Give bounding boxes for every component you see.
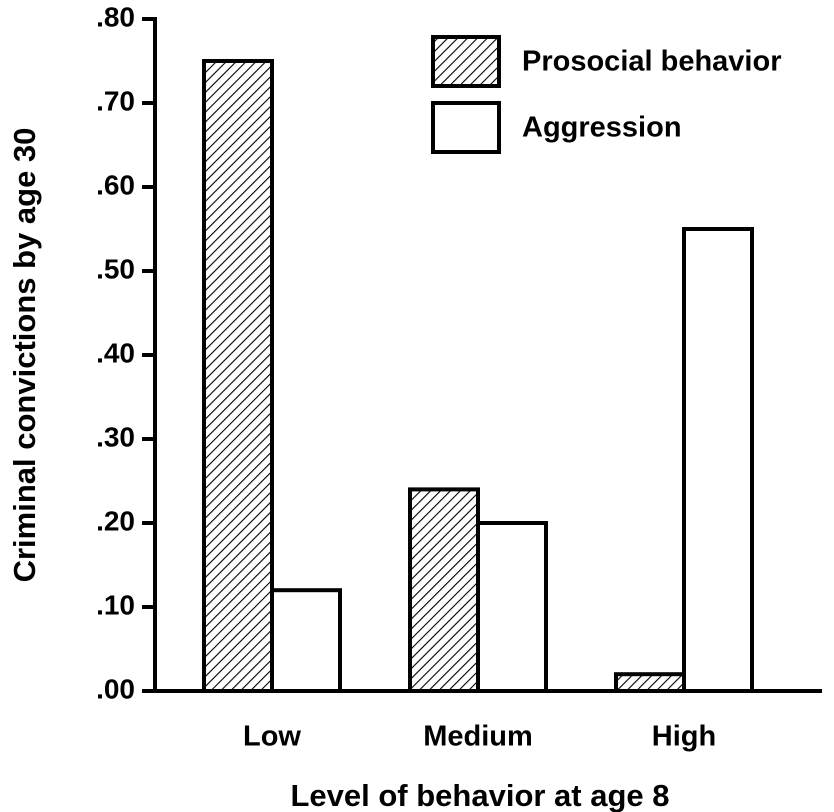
bar bbox=[476, 521, 548, 693]
legend-swatch bbox=[431, 35, 501, 88]
x-axis-label: Level of behavior at age 8 bbox=[290, 778, 669, 812]
y-tick-label: .70 bbox=[96, 85, 135, 116]
y-tick-label: .30 bbox=[96, 421, 135, 452]
y-tick-label: .00 bbox=[96, 673, 135, 704]
y-tick-label: .50 bbox=[96, 253, 135, 284]
x-tick-label: Medium bbox=[423, 721, 533, 753]
x-tick-label: Low bbox=[243, 721, 301, 753]
y-tick-label: .60 bbox=[96, 169, 135, 200]
x-tick-label: High bbox=[652, 721, 716, 753]
y-tick-label: .40 bbox=[96, 337, 135, 368]
bar bbox=[408, 487, 480, 693]
bar bbox=[614, 672, 686, 694]
bar bbox=[682, 227, 754, 693]
legend-swatch bbox=[431, 101, 501, 154]
bar bbox=[202, 59, 274, 693]
y-axis-label: Criminal convictions by age 30 bbox=[7, 128, 42, 583]
y-tick-label: .20 bbox=[96, 505, 135, 536]
y-tick-label: .80 bbox=[96, 1, 135, 32]
legend-label: Prosocial behavior bbox=[522, 46, 782, 78]
y-tick-label: .10 bbox=[96, 589, 135, 620]
legend-label: Aggression bbox=[522, 112, 682, 144]
bar bbox=[270, 588, 342, 694]
